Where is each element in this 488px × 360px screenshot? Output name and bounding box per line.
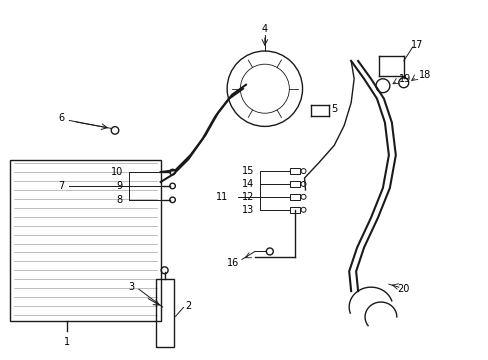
Text: 2: 2	[185, 301, 191, 311]
Text: 7: 7	[58, 181, 64, 191]
Bar	[155, 279, 173, 347]
Text: 9: 9	[117, 181, 122, 191]
Text: 1: 1	[64, 337, 70, 347]
Bar	[10, 160, 161, 321]
Bar	[289, 168, 299, 174]
Text: 19: 19	[398, 74, 410, 84]
Text: 10: 10	[110, 167, 122, 177]
Bar	[289, 207, 299, 213]
Text: 15: 15	[241, 166, 253, 176]
Text: 13: 13	[241, 205, 253, 215]
Bar	[289, 181, 299, 187]
Bar	[289, 194, 299, 200]
Text: 20: 20	[397, 284, 409, 294]
Text: 11: 11	[215, 192, 228, 202]
Text: 5: 5	[331, 104, 337, 113]
Text: 6: 6	[58, 113, 64, 123]
Text: 12: 12	[241, 192, 253, 202]
Text: 4: 4	[261, 24, 267, 34]
Text: 18: 18	[418, 70, 430, 80]
Text: 17: 17	[409, 40, 422, 50]
Text: 8: 8	[117, 195, 122, 205]
Text: 14: 14	[241, 179, 253, 189]
Text: 16: 16	[226, 258, 239, 268]
Text: 3: 3	[127, 282, 134, 292]
